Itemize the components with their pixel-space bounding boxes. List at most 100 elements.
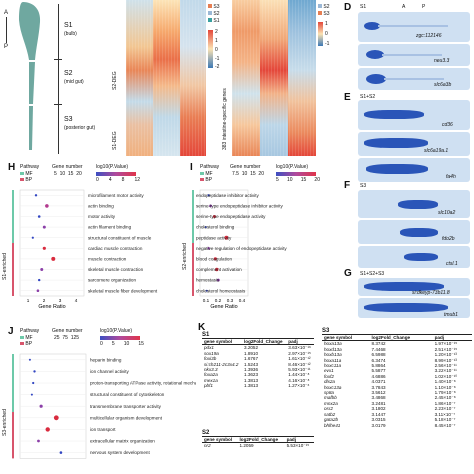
panel-label-h: H <box>8 162 16 173</box>
table-row: hoxa13a 8.3742 1.97×10⁻¹⁵ <box>322 341 472 347</box>
col-header: gene symbol <box>324 335 353 340</box>
gene-label: fdo2b <box>442 236 455 242</box>
gene-cell: si:ch211-2c3x4.2 <box>204 361 239 367</box>
padj-cell: 3.22×10⁻¹¹ <box>434 368 457 374</box>
col-header: log2Fold_Change <box>243 339 283 344</box>
gene-label: tmub1 <box>444 312 458 318</box>
bp-strip <box>12 243 14 296</box>
term-dot <box>33 370 36 373</box>
dotplot-i: endopeptidase inhibitor activity serine-t… <box>192 189 287 310</box>
insitu-group-f: S3 <box>360 183 367 189</box>
header-pvalue: log10(P.Value) <box>276 164 309 170</box>
heatmap-c <box>232 0 316 156</box>
fc-cell: 4.6886 <box>371 373 386 379</box>
fc-cell: 1.6767 <box>243 356 259 362</box>
term-label: actin binding <box>88 204 114 209</box>
legend-bp: BP <box>20 341 32 347</box>
term-label: muscle contraction <box>88 257 127 262</box>
size-tick: 20 <box>76 171 82 177</box>
mf-strip <box>12 190 14 243</box>
table-title: S1 <box>202 332 210 338</box>
term-dot <box>39 404 43 408</box>
gene-cell: foxf2 <box>324 373 334 379</box>
term-dot <box>34 194 38 197</box>
header-pathway: Pathway <box>20 164 40 170</box>
gene-cell: hoxb13a <box>324 352 342 358</box>
legend-bp: BP <box>20 177 32 183</box>
legend-label: BP <box>25 177 33 183</box>
insitu-image <box>358 44 470 66</box>
term-dot <box>28 358 31 361</box>
insitu-image <box>358 220 470 244</box>
term-dot <box>45 204 49 208</box>
insitu-image <box>358 190 470 218</box>
header-pvalue: log10(P.Value) <box>96 164 129 170</box>
colorbar-tick: -1 <box>325 41 330 47</box>
fc-cell: 3.0179 <box>371 422 386 428</box>
table-row: nr2 1.2059 5.53×10⁻¹⁵ <box>202 443 314 449</box>
gene-cell: hoxc13a <box>324 384 342 390</box>
gene-cell: sox19a <box>204 350 219 356</box>
mf-strip <box>192 190 194 243</box>
gene-cell: pbf1 <box>204 383 213 389</box>
term-dot <box>213 257 217 261</box>
insitu-col-s1: S1 <box>360 4 367 10</box>
padj-cell: 2.56×10⁻¹¹ <box>434 363 457 369</box>
pvalue-scale: 0 4 8 12 <box>96 177 140 183</box>
col-header: padj <box>288 339 298 344</box>
table-row: sox19a 1.8910 2.97×10⁻¹⁵ <box>202 351 314 356</box>
p-tick: 15 <box>300 177 307 183</box>
fc-cell: 1.3936 <box>243 367 259 373</box>
padj-cell: 3.11×10⁻⁷ <box>434 411 456 417</box>
p-tick: 10 <box>286 177 293 183</box>
fc-cell: 3.4868 <box>371 395 386 401</box>
heatmap-c-legend-s2: S2 <box>318 4 330 10</box>
plot-frame <box>199 189 249 297</box>
fc-cell: 6.3474 <box>371 357 386 363</box>
padj-cell: 3.63×10⁻¹⁶ <box>288 345 311 351</box>
insitu-image <box>358 298 470 318</box>
table-row: pdx1 3.2052 3.63×10⁻¹⁶ <box>202 345 314 351</box>
term-label: cholesterol homeostasis <box>196 288 246 293</box>
legend-label: BP <box>205 177 213 183</box>
gene-cell: hoxd13a <box>324 346 342 352</box>
p-tick: 15 <box>138 341 144 347</box>
table-row: gata2b 3.0315 5.18×10⁻⁷ <box>322 417 472 422</box>
heatmap-b-legend-s3: S3 <box>208 4 220 10</box>
fc-cell: 3.0315 <box>371 417 386 423</box>
term-label: structural constituent of muscle <box>88 235 152 240</box>
padj-cell: 1.20×10⁻¹³ <box>434 352 457 358</box>
x-tick: 1 <box>27 298 30 303</box>
padj-cell: 5.18×10⁻⁷ <box>434 417 456 423</box>
colorbar-tick: 0 <box>215 47 218 53</box>
term-label: heparin binding <box>90 357 122 362</box>
col-header: log2Fold_Change <box>239 437 279 442</box>
gut-schematic <box>19 2 41 150</box>
panel-label-i: I <box>190 162 193 173</box>
term-dot <box>31 236 34 239</box>
padj-cell: 1.27×10⁻⁶ <box>288 383 310 389</box>
panel-label-f: F <box>344 180 351 191</box>
insitu-image <box>358 12 470 42</box>
table-s3: S3 gene symbol log2Fold_Change padj hoxa… <box>322 328 472 428</box>
term-dot <box>216 278 220 282</box>
size-tick: 7.5 <box>232 171 239 177</box>
region-s2-desc: (mid gut) <box>64 79 84 85</box>
term-dot <box>205 289 208 292</box>
padj-cell: 1.44×10⁻⁸ <box>288 372 310 378</box>
size-tick: 25 <box>54 335 60 341</box>
heatmap-b <box>126 0 206 156</box>
panel-h: H Pathway Gene number log10(P.Value) MF … <box>0 160 175 320</box>
padj-cell: 1.02×10⁻¹⁰ <box>434 373 458 379</box>
legend-label: S3 <box>323 11 330 17</box>
term-label: endopeptidase inhibitor activity <box>196 193 260 198</box>
gene-label: neu3.3 <box>434 58 450 64</box>
padj-cell: 5.53×10⁻¹⁵ <box>286 443 310 449</box>
term-label: multicellular organism development <box>90 415 163 420</box>
fc-cell: 1.3813 <box>243 377 259 383</box>
panel-c: 383 intestine-specific genes S2 S3 1 0 -… <box>222 0 340 158</box>
table-row: foxi3b 1.6767 1.61×10⁻¹² <box>202 356 314 361</box>
p-tick: 0 <box>96 177 99 183</box>
gene-cell: mnx2a <box>324 400 338 406</box>
padj-cell: 8.99×10⁻¹³ <box>434 357 457 363</box>
